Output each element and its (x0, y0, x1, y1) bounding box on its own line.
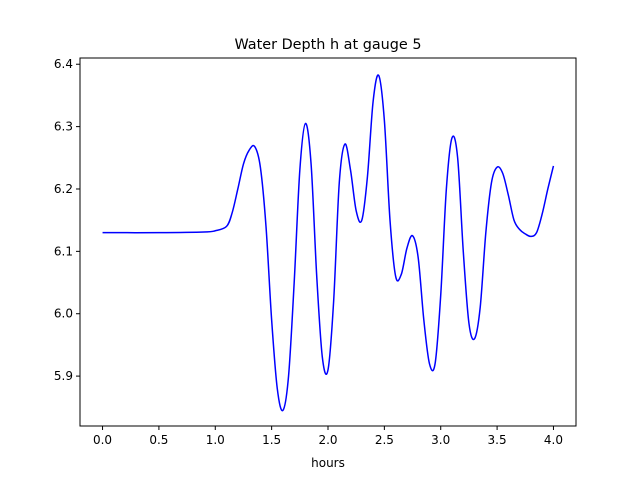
x-tick-label: 1.5 (262, 433, 281, 447)
chart-title: Water Depth h at gauge 5 (234, 37, 421, 53)
y-tick-label: 6.1 (54, 244, 73, 258)
y-tick-label: 6.0 (54, 307, 73, 321)
y-tick-label: 6.3 (54, 120, 73, 134)
x-tick-label: 3.0 (431, 433, 450, 447)
x-axis: 0.0 0.5 1.0 1.5 2.0 2.5 3.0 3.5 4.0 (93, 426, 563, 447)
x-tick-label: 4.0 (544, 433, 563, 447)
x-tick-label: 1.0 (206, 433, 225, 447)
y-tick-label: 6.2 (54, 182, 73, 196)
x-tick-label: 2.5 (375, 433, 394, 447)
y-tick-label: 5.9 (54, 369, 73, 383)
series-line (102, 74, 555, 412)
x-axis-label: hours (311, 456, 345, 470)
x-tick-label: 0.0 (93, 433, 112, 447)
x-tick-label: 0.5 (149, 433, 168, 447)
x-tick-label: 3.5 (488, 433, 507, 447)
series-layer (102, 74, 555, 412)
y-axis: 5.9 6.0 6.1 6.2 6.3 6.4 (54, 57, 80, 383)
x-tick-label: 2.0 (318, 433, 337, 447)
y-tick-label: 6.4 (54, 57, 73, 71)
